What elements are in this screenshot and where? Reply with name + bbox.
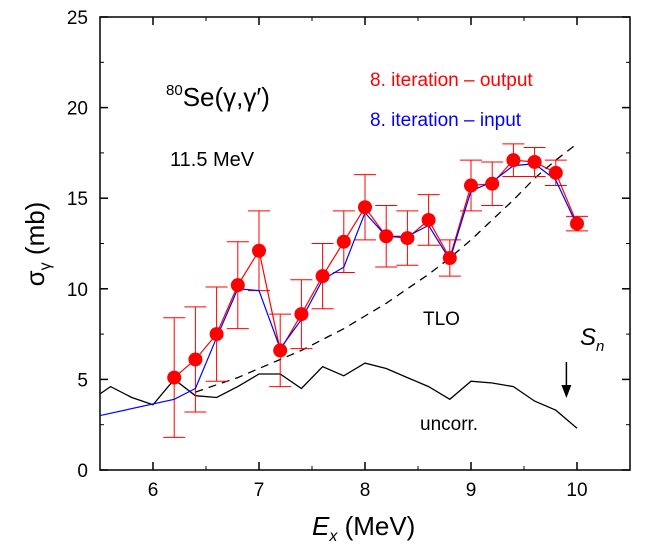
sn-arrow-icon: [561, 362, 572, 398]
output-data-point: [273, 343, 288, 358]
x-axis-label-sub: x: [328, 528, 338, 544]
sn-label: Sn: [580, 324, 604, 355]
series-layer: [99, 143, 588, 438]
x-tick-label: 8: [360, 480, 371, 501]
output-data-point: [570, 216, 584, 231]
uncorr-series-line: [99, 362, 578, 429]
y-tick-label: 25: [67, 8, 88, 29]
x-tick-label: 6: [148, 480, 159, 501]
axis-ticks: 6 7 8 9 10 0 5 10 15 20 25: [67, 8, 631, 501]
y-axis-label: σγ (mb): [20, 202, 54, 287]
legend-input: 8. iteration – input: [370, 110, 522, 131]
y-axis-label-main: σ: [20, 270, 50, 286]
tlo-series-line: [195, 143, 578, 393]
y-tick-label: 0: [77, 461, 88, 482]
output-data-point: [379, 229, 394, 244]
output-data-point: [336, 234, 351, 249]
y-tick-label: 10: [67, 280, 88, 301]
reaction-label-text: Se(γ,γ′): [183, 82, 270, 112]
output-data-point: [421, 212, 436, 227]
y-tick-label: 15: [67, 189, 88, 210]
x-axis-label-units: (MeV): [337, 511, 415, 541]
output-data-point: [464, 178, 478, 193]
sn-label-main: S: [580, 324, 596, 351]
reaction-label-sup: 80: [166, 82, 183, 99]
output-data-point: [315, 269, 330, 284]
energy-label: 11.5 MeV: [170, 149, 255, 171]
output-data-point: [358, 200, 372, 215]
x-axis-label-main: E: [312, 511, 330, 541]
reaction-label: 80Se(γ,γ′): [166, 82, 270, 112]
output-data-point: [230, 278, 245, 293]
output-data-point: [294, 307, 309, 322]
y-axis-label-sub: γ: [37, 262, 54, 270]
output-data-point: [167, 370, 182, 385]
tlo-label: TLO: [423, 309, 460, 330]
output-data-point: [506, 153, 521, 168]
output-data-point: [209, 327, 224, 342]
y-tick-label: 20: [67, 99, 88, 120]
output-data-point: [442, 250, 457, 265]
sn-arrow-head: [561, 385, 572, 398]
output-data-point: [400, 231, 415, 246]
y-axis-label-units: (mb): [20, 202, 50, 263]
output-data-point: [527, 154, 542, 169]
output-data-point: [188, 352, 203, 367]
legend-output: 8. iteration – output: [370, 70, 533, 91]
output-data-point: [252, 243, 266, 258]
x-axis-label: Ex (MeV): [312, 511, 415, 544]
output-series-line: [173, 159, 578, 379]
x-tick-label: 10: [566, 480, 587, 501]
output-data-point: [485, 176, 500, 191]
uncorr-label: uncorr.: [420, 414, 478, 435]
y-tick-label: 5: [77, 370, 88, 391]
output-data-point: [548, 165, 563, 180]
sn-label-sub: n: [596, 338, 604, 355]
x-tick-label: 9: [466, 480, 477, 501]
x-tick-label: 7: [254, 480, 265, 501]
